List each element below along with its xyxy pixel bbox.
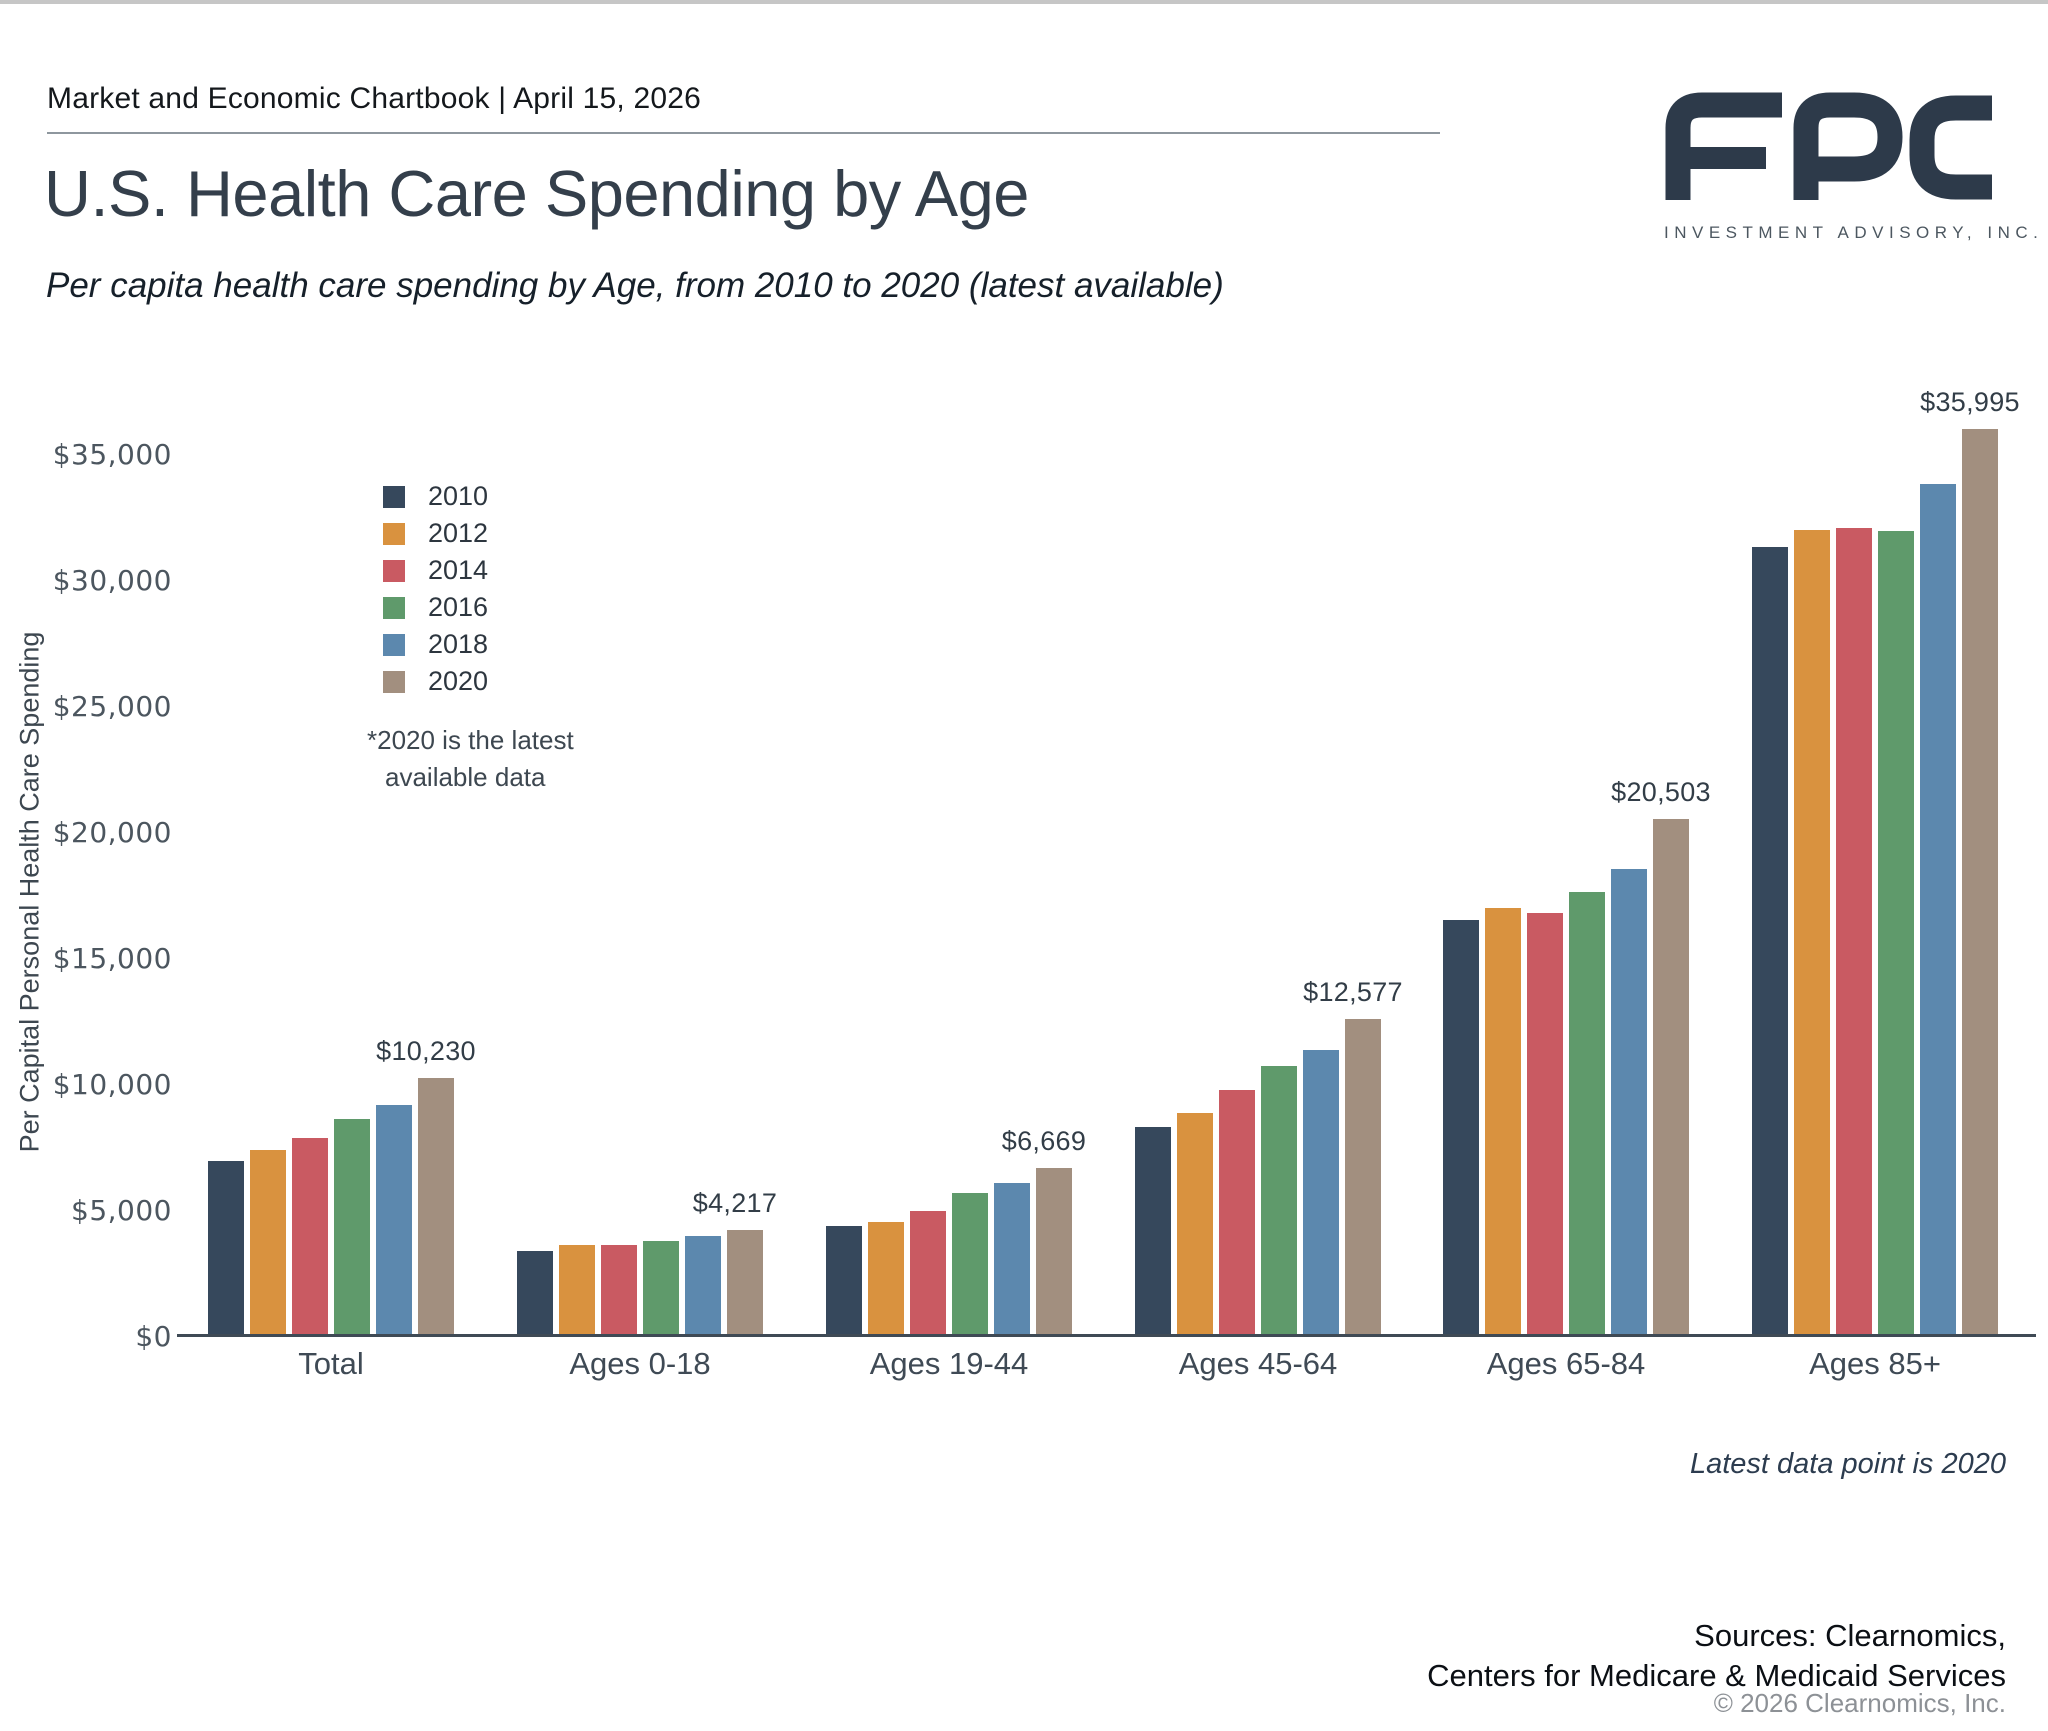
bar-2020 bbox=[418, 1078, 454, 1336]
legend-item-2020: 2020 bbox=[383, 663, 488, 700]
fpc-logo-subtext: INVESTMENT ADVISORY, INC. bbox=[1664, 223, 2044, 242]
bar-2020 bbox=[1345, 1019, 1381, 1336]
bar-2016 bbox=[952, 1193, 988, 1336]
legend-label: 2020 bbox=[428, 666, 489, 696]
bar-2016 bbox=[1569, 892, 1605, 1336]
x-axis-line bbox=[177, 1334, 2036, 1337]
bar-2012 bbox=[250, 1150, 286, 1336]
bar-2012 bbox=[559, 1245, 595, 1336]
x-category-label: Ages 0-18 bbox=[569, 1346, 711, 1381]
bar-value-label: $4,217 bbox=[692, 1188, 778, 1218]
y-tick-label: $5,000 bbox=[71, 1194, 172, 1227]
bar-2020 bbox=[1036, 1168, 1072, 1336]
x-category-label: Ages 85+ bbox=[1809, 1346, 1941, 1381]
bar-value-label: $20,503 bbox=[1611, 777, 1711, 807]
bar-2010 bbox=[826, 1226, 862, 1336]
bar-2010 bbox=[1443, 920, 1479, 1336]
bar-value-label: $12,577 bbox=[1303, 977, 1403, 1007]
legend-footnote-line1: *2020 is the latest bbox=[367, 725, 574, 755]
bar-2012 bbox=[1794, 530, 1830, 1336]
bar-2014 bbox=[1219, 1090, 1255, 1336]
bar-2018 bbox=[1303, 1050, 1339, 1336]
bar-2010 bbox=[1135, 1127, 1171, 1336]
y-tick-label: $0 bbox=[135, 1320, 172, 1353]
legend-swatch-icon bbox=[383, 670, 405, 693]
report-header: Market and Economic Chartbook | April 15… bbox=[47, 82, 702, 115]
legend-footnote: *2020 is the latest available data bbox=[367, 722, 574, 796]
bar-2016 bbox=[334, 1119, 370, 1336]
y-tick-label: $20,000 bbox=[52, 816, 172, 849]
bar-2010 bbox=[208, 1161, 244, 1336]
latest-data-note: Latest data point is 2020 bbox=[1689, 1448, 2006, 1480]
legend-item-2018: 2018 bbox=[383, 626, 488, 663]
bar-2020 bbox=[1653, 819, 1689, 1336]
legend-swatch-icon bbox=[383, 633, 405, 656]
copyright-text: © 2026 Clearnomics, Inc. bbox=[1713, 1688, 2006, 1718]
x-category-label: Total bbox=[298, 1346, 364, 1381]
fpc-logo-icon bbox=[1665, 92, 1992, 200]
header-divider bbox=[47, 132, 1440, 134]
chart-legend: 2010 2012 2014 2016 2018 2020 bbox=[383, 478, 488, 700]
legend-item-2010: 2010 bbox=[383, 478, 488, 515]
bar-2020 bbox=[1962, 429, 1998, 1336]
sources-line2: Centers for Medicare & Medicaid Services bbox=[1427, 1658, 2006, 1693]
bar-2016 bbox=[1878, 531, 1914, 1336]
y-tick-label: $10,000 bbox=[52, 1068, 172, 1101]
legend-item-2016: 2016 bbox=[383, 589, 488, 626]
bar-2014 bbox=[910, 1211, 946, 1336]
bar-2012 bbox=[868, 1222, 904, 1336]
page-title: U.S. Health Care Spending by Age bbox=[44, 157, 1029, 230]
page-subtitle: Per capita health care spending by Age, … bbox=[46, 266, 1224, 305]
bar-2010 bbox=[517, 1251, 553, 1336]
bar-2014 bbox=[601, 1245, 637, 1336]
x-category-label: Ages 65-84 bbox=[1486, 1346, 1646, 1381]
bar-2010 bbox=[1752, 547, 1788, 1336]
fpc-logo: INVESTMENT ADVISORY, INC. bbox=[1664, 92, 2044, 243]
bar-2014 bbox=[1527, 913, 1563, 1336]
y-tick-label: $15,000 bbox=[52, 942, 172, 975]
legend-label: 2012 bbox=[428, 518, 489, 548]
sources-text: Sources: Clearnomics, Centers for Medica… bbox=[1427, 1616, 2006, 1696]
legend-item-2014: 2014 bbox=[383, 552, 488, 589]
bar-2018 bbox=[1920, 484, 1956, 1336]
bar-2012 bbox=[1177, 1113, 1213, 1336]
bar-value-label: $6,669 bbox=[1001, 1126, 1087, 1156]
legend-swatch-icon bbox=[383, 485, 405, 508]
bar-2018 bbox=[994, 1183, 1030, 1336]
bar-2018 bbox=[1611, 869, 1647, 1336]
bar-2014 bbox=[292, 1138, 328, 1336]
legend-swatch-icon bbox=[383, 559, 405, 582]
legend-item-2012: 2012 bbox=[383, 515, 488, 552]
legend-swatch-icon bbox=[383, 596, 405, 619]
legend-swatch-icon bbox=[383, 522, 405, 545]
sources-line1: Sources: Clearnomics, bbox=[1694, 1618, 2006, 1653]
legend-footnote-line2: available data bbox=[385, 762, 546, 792]
bar-value-label: $10,230 bbox=[376, 1036, 476, 1066]
bar-2018 bbox=[376, 1105, 412, 1336]
legend-label: 2016 bbox=[428, 592, 489, 622]
legend-label: 2018 bbox=[428, 629, 489, 659]
x-category-label: Ages 45-64 bbox=[1178, 1346, 1338, 1381]
bar-2012 bbox=[1485, 908, 1521, 1336]
legend-label: 2010 bbox=[428, 481, 489, 511]
y-tick-label: $25,000 bbox=[52, 690, 172, 723]
bar-2018 bbox=[685, 1236, 721, 1336]
y-tick-label: $35,000 bbox=[52, 438, 172, 471]
bar-2016 bbox=[1261, 1066, 1297, 1336]
y-tick-label: $30,000 bbox=[52, 564, 172, 597]
bar-2016 bbox=[643, 1241, 679, 1336]
bar-value-label: $35,995 bbox=[1920, 387, 2020, 417]
bar-2020 bbox=[727, 1230, 763, 1336]
x-category-label: Ages 19-44 bbox=[869, 1346, 1029, 1381]
bar-2014 bbox=[1836, 528, 1872, 1336]
legend-label: 2014 bbox=[428, 555, 489, 585]
